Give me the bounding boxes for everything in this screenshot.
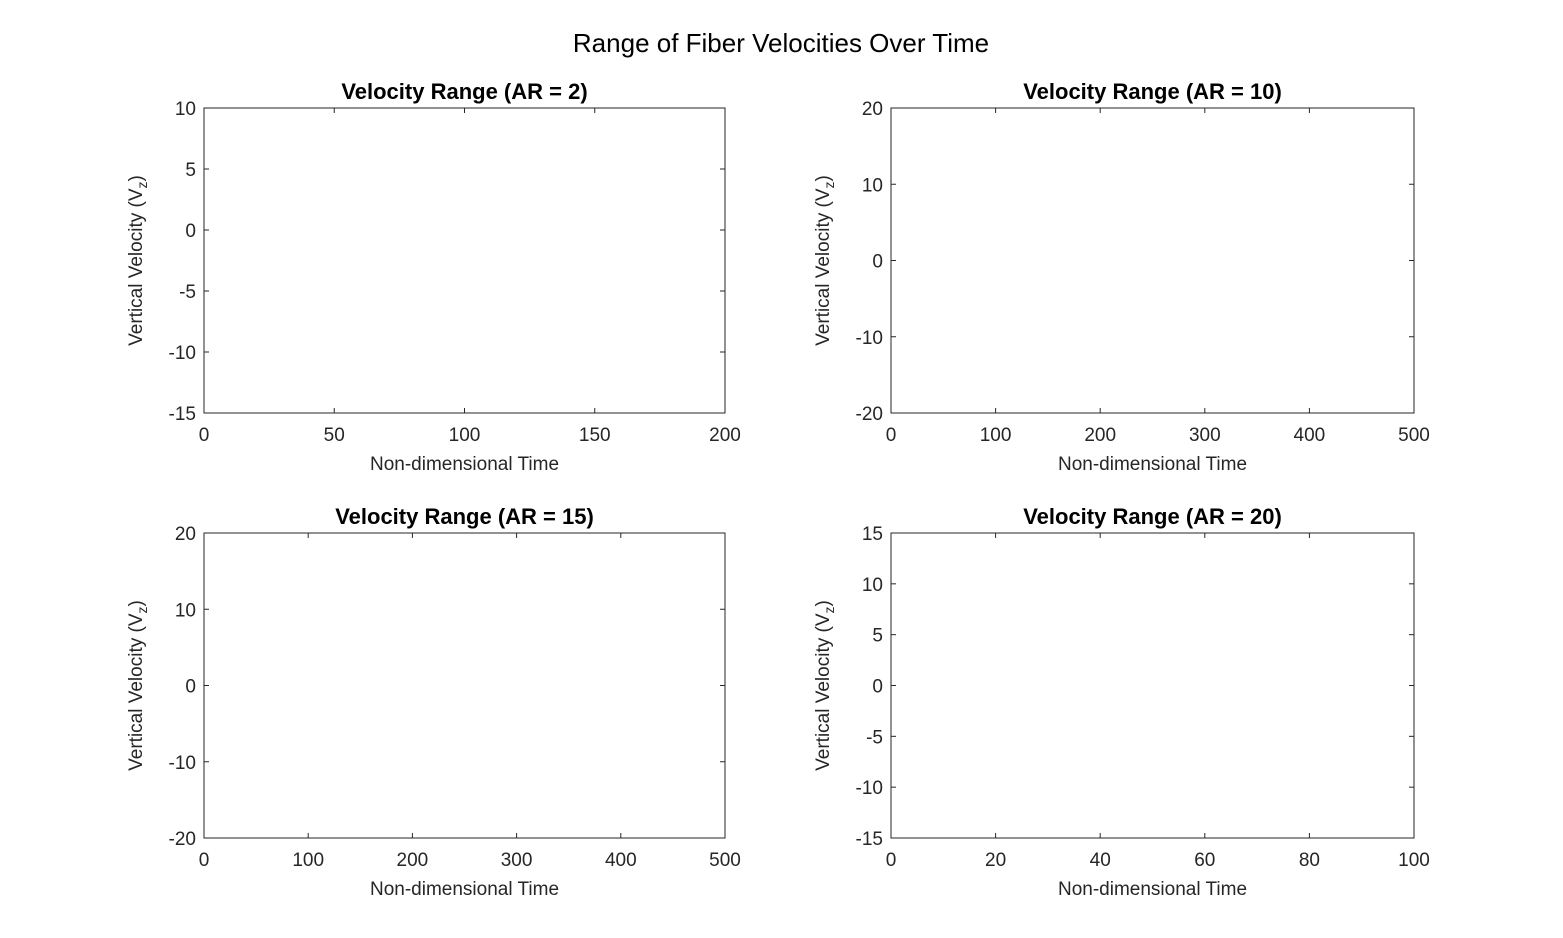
y-tick-label: 5 [185, 160, 196, 181]
x-tick-label: 0 [886, 850, 897, 871]
subplot-title: Velocity Range (AR = 2) [341, 79, 587, 104]
subplot-title: Velocity Range (AR = 20) [1023, 504, 1282, 529]
x-tick-label: 100 [292, 850, 324, 871]
x-tick-label: 400 [605, 850, 637, 871]
y-tick-label: 10 [175, 99, 196, 120]
y-tick-label: -5 [179, 282, 196, 303]
x-tick-label: 20 [985, 850, 1006, 871]
x-axis-label: Non-dimensional Time [370, 454, 559, 475]
x-tick-label: 0 [199, 850, 210, 871]
y-tick-label: 0 [185, 221, 196, 242]
x-tick-label: 100 [980, 425, 1012, 446]
x-tick-label: 100 [1398, 850, 1430, 871]
axes-frame [890, 532, 1415, 839]
y-tick-label: -15 [856, 829, 883, 850]
y-tick-label: -10 [169, 343, 196, 364]
x-tick-label: 80 [1299, 850, 1320, 871]
axes-frame [203, 107, 726, 414]
y-tick-label: 10 [862, 175, 883, 196]
x-tick-label: 150 [579, 425, 611, 446]
x-tick-label: 0 [886, 425, 897, 446]
subplot-ar15: 0 100 200 300 400 500 -20 -10 0 10 20 Velocity Rang… [126, 504, 741, 900]
y-tick-label: 10 [175, 600, 196, 621]
y-tick-label: 5 [872, 626, 883, 647]
y-tick-label: -10 [856, 328, 883, 349]
x-tick-label: 500 [1398, 425, 1430, 446]
y-tick-label: 0 [185, 677, 196, 698]
y-tick-label: 10 [862, 575, 883, 596]
y-tick-label: 0 [872, 677, 883, 698]
y-tick-label: -10 [169, 753, 196, 774]
y-tick-label: -15 [169, 404, 196, 425]
y-tick-label: -10 [856, 778, 883, 799]
y-axis-label: Vertical Velocity (Vz) [813, 600, 837, 771]
y-tick-label: -20 [169, 829, 196, 850]
x-tick-label: 40 [1090, 850, 1111, 871]
y-tick-label: 15 [862, 524, 883, 545]
figure-title: Range of Fiber Velocities Over Time [573, 28, 989, 58]
y-tick-label: 20 [862, 99, 883, 120]
subplot-ar10: 0 100 200 300 400 500 -20 -10 0 10 20 Velocity Rang… [813, 79, 1430, 475]
x-tick-label: 100 [449, 425, 481, 446]
x-tick-label: 300 [1189, 425, 1221, 446]
x-tick-label: 60 [1194, 850, 1215, 871]
y-tick-label: 0 [872, 252, 883, 273]
y-tick-label: -20 [856, 404, 883, 425]
x-tick-label: 500 [709, 850, 741, 871]
subplot-title: Velocity Range (AR = 10) [1023, 79, 1282, 104]
y-tick-label: -5 [866, 727, 883, 748]
x-axis-label: Non-dimensional Time [1058, 454, 1247, 475]
y-axis-label: Vertical Velocity (Vz) [126, 175, 150, 346]
x-tick-label: 200 [1084, 425, 1116, 446]
y-axis-label: Vertical Velocity (Vz) [813, 175, 837, 346]
x-axis-label: Non-dimensional Time [370, 879, 559, 900]
subplot-title: Velocity Range (AR = 15) [335, 504, 594, 529]
y-tick-label: 20 [175, 524, 196, 545]
axes-frame [890, 107, 1415, 414]
subplot-ar2: 0 50 100 150 200 -15 -10 -5 0 5 10 Velocity Range (… [126, 79, 741, 475]
x-tick-label: 200 [397, 850, 429, 871]
y-axis-label: Vertical Velocity (Vz) [126, 600, 150, 771]
x-tick-label: 200 [709, 425, 741, 446]
subplot-ar20: 0 20 40 60 80 100 -15 -10 -5 0 5 10 15 Velocity Range… [813, 504, 1430, 900]
x-tick-label: 300 [501, 850, 533, 871]
x-tick-label: 50 [324, 425, 345, 446]
axes-frame [203, 532, 726, 839]
x-tick-label: 400 [1294, 425, 1326, 446]
x-axis-label: Non-dimensional Time [1058, 879, 1247, 900]
x-tick-label: 0 [199, 425, 210, 446]
